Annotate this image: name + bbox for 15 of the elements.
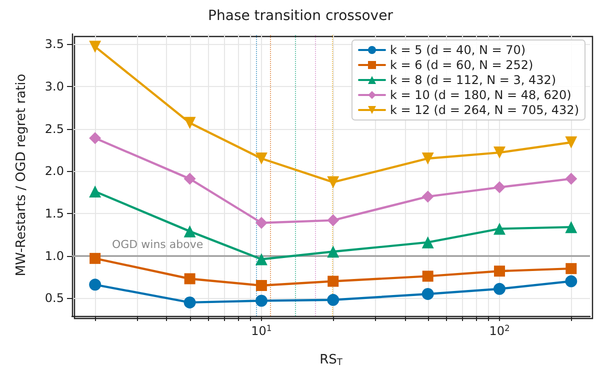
y-tick-label: 3.0 — [44, 80, 64, 94]
legend-label: k = 6 (d = 60, N = 252) — [390, 58, 534, 72]
y-tick-label: 0.5 — [44, 291, 64, 306]
annotation: OGD wins above — [112, 238, 204, 251]
y-tick-label: 3.5 — [44, 37, 64, 52]
legend-label: k = 10 (d = 180, N = 48, 620) — [390, 88, 572, 102]
y-tick-label: 1.5 — [44, 206, 64, 221]
y-tick-label: 1.0 — [44, 248, 64, 263]
y-tick-label: 2.5 — [44, 122, 64, 136]
y-axis-title: MW-Restarts / OGD regret ratio — [14, 74, 29, 276]
legend-label: k = 8 (d = 112, N = 3, 432) — [390, 73, 556, 87]
chart-title: Phase transition crossover — [208, 8, 394, 24]
y-tick-label: 2.0 — [44, 164, 64, 178]
legend-label: k = 5 (d = 40, N = 70) — [390, 43, 526, 57]
legend-label: k = 12 (d = 264, N = 705, 432) — [390, 103, 580, 117]
